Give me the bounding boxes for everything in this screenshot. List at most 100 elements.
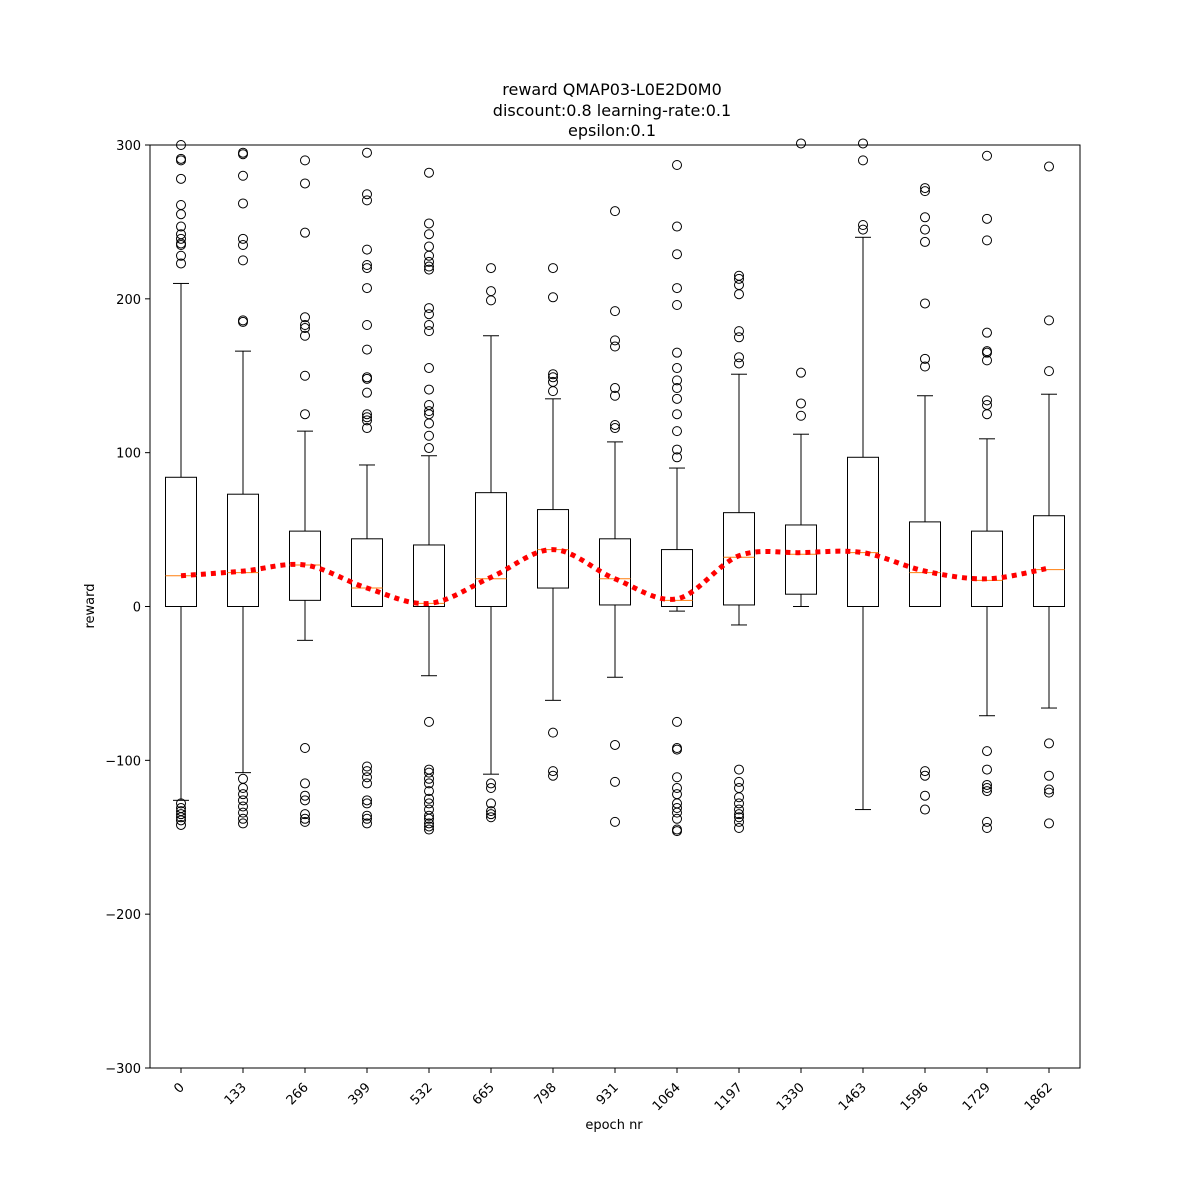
outlier-point xyxy=(176,221,186,232)
box-iqr xyxy=(413,544,445,608)
outlier-point xyxy=(610,206,620,217)
outlier-point xyxy=(610,739,620,750)
outlier-point xyxy=(734,289,744,300)
outlier-point xyxy=(1044,315,1054,326)
y-tick-label: −200 xyxy=(105,908,141,923)
box-iqr xyxy=(165,476,197,607)
outlier-point xyxy=(362,412,372,423)
outlier-point xyxy=(362,195,372,206)
outlier-point xyxy=(672,807,682,818)
y-axis-label: reward xyxy=(83,583,98,628)
outlier-point xyxy=(424,229,434,240)
outlier-point xyxy=(486,806,496,817)
outlier-point xyxy=(672,826,682,837)
outlier-point xyxy=(672,363,682,374)
outlier-point xyxy=(300,795,310,806)
outlier-point xyxy=(424,716,434,727)
outlier-point xyxy=(734,792,744,803)
outlier-point xyxy=(362,244,372,255)
outlier-point xyxy=(796,410,806,421)
outlier-point xyxy=(424,406,434,417)
box-iqr xyxy=(785,524,817,595)
outlier-point xyxy=(424,418,434,429)
plot-area: −300 −200 −100 0 100 200 300 0 133 266 399 532 665 79… xyxy=(105,138,1081,1114)
x-tick-label: 931 xyxy=(594,1080,622,1108)
outlier-point xyxy=(610,816,620,827)
outlier-point xyxy=(238,316,248,327)
outlier-point xyxy=(672,159,682,170)
outlier-point xyxy=(300,227,310,238)
outlier-point xyxy=(238,807,248,818)
outlier-point xyxy=(548,766,558,777)
box-iqr xyxy=(537,509,569,589)
x-tick-label: 133 xyxy=(222,1080,250,1108)
outlier-point xyxy=(424,443,434,454)
outlier-point xyxy=(734,812,744,823)
outlier-point xyxy=(610,335,620,346)
x-tick-label: 798 xyxy=(532,1080,560,1108)
outlier-point xyxy=(610,390,620,401)
outlier-point xyxy=(238,198,248,209)
outlier-point xyxy=(548,292,558,303)
outlier-point xyxy=(362,344,372,355)
outlier-point xyxy=(796,138,806,149)
x-tick-label: 1197 xyxy=(712,1080,746,1114)
outlier-point xyxy=(1044,738,1054,749)
outlier-point xyxy=(672,444,682,455)
chart-title-line-1: reward QMAP03-L0E2D0M0 xyxy=(502,80,722,99)
outlier-point xyxy=(362,798,372,809)
outlier-point xyxy=(920,766,930,777)
outlier-point xyxy=(920,212,930,223)
outlier-point xyxy=(300,778,310,789)
x-tick-label: 399 xyxy=(346,1080,374,1108)
box-iqr xyxy=(909,521,941,607)
outlier-point xyxy=(424,256,434,267)
x-tick-label: 0 xyxy=(171,1080,187,1096)
outlier-point xyxy=(362,387,372,398)
outlier-point xyxy=(734,326,744,337)
outlier-point xyxy=(1044,784,1054,795)
outlier-point xyxy=(734,358,744,369)
outlier-point xyxy=(486,783,496,794)
outlier-point xyxy=(982,746,992,757)
outlier-point xyxy=(858,138,868,149)
outlier-point xyxy=(610,306,620,317)
outlier-point xyxy=(1044,770,1054,781)
outlier-point xyxy=(734,783,744,794)
outlier-point xyxy=(424,793,434,804)
outlier-point xyxy=(1044,818,1054,829)
outlier-point xyxy=(424,250,434,261)
outlier-point xyxy=(672,383,682,394)
outlier-point xyxy=(362,189,372,200)
outlier-point xyxy=(424,798,434,809)
outlier-point xyxy=(610,423,620,434)
outlier-point xyxy=(734,776,744,787)
outlier-point xyxy=(362,263,372,274)
outlier-point xyxy=(424,326,434,337)
outlier-point xyxy=(920,353,930,364)
outlier-point xyxy=(982,235,992,246)
outlier-point xyxy=(796,367,806,378)
outlier-point xyxy=(176,258,186,269)
outlier-point xyxy=(548,369,558,380)
outlier-point xyxy=(362,813,372,824)
outlier-point xyxy=(734,279,744,290)
outlier-point xyxy=(734,804,744,815)
outlier-point xyxy=(424,818,434,829)
outlier-point xyxy=(176,209,186,220)
outlier-point xyxy=(486,295,496,306)
chart-title-line-2: discount:0.8 learning-rate:0.1 xyxy=(493,101,731,120)
outlier-point xyxy=(672,221,682,232)
outlier-point xyxy=(920,804,930,815)
outlier-point xyxy=(176,173,186,184)
y-tick-label: 300 xyxy=(116,139,141,154)
outlier-point xyxy=(734,809,744,820)
outlier-point xyxy=(1044,787,1054,798)
outlier-point xyxy=(548,263,558,274)
outlier-point xyxy=(982,395,992,406)
outlier-point xyxy=(548,386,558,397)
outlier-point xyxy=(238,239,248,250)
outlier-point xyxy=(672,299,682,310)
box-iqr xyxy=(289,530,321,601)
box-iqr xyxy=(599,538,631,606)
